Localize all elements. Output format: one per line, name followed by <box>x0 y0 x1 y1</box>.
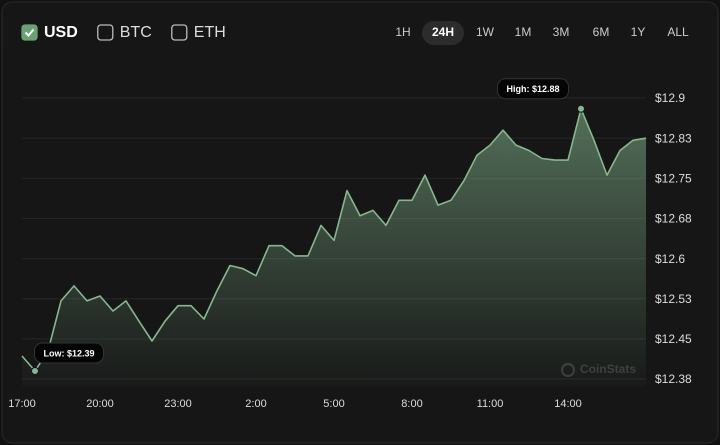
range-button[interactable]: 1Y <box>631 25 646 39</box>
annotation-label: High: $12.88 <box>506 84 559 94</box>
y-tick-label: $12.75 <box>655 171 692 185</box>
x-tick-label: 11:00 <box>477 398 504 410</box>
y-tick-label: $12.6 <box>655 252 685 266</box>
annotation-point <box>577 104 585 113</box>
checkbox[interactable] <box>97 24 114 41</box>
annotation-point <box>31 366 39 375</box>
range-button[interactable]: 1W <box>476 25 495 39</box>
checkbox[interactable] <box>171 24 188 41</box>
checkbox[interactable] <box>21 24 38 41</box>
currency-label[interactable]: USD <box>44 24 78 41</box>
x-tick-label: 5:00 <box>323 398 344 410</box>
range-button[interactable]: 24H <box>432 25 454 39</box>
check-mark <box>24 28 35 37</box>
range-button[interactable]: ALL <box>667 25 689 39</box>
y-tick-label: $12.9 <box>655 91 685 105</box>
area-fill <box>22 108 646 388</box>
y-tick-label: $12.83 <box>655 131 692 145</box>
range-button[interactable]: 1H <box>395 25 410 39</box>
annotation-box <box>33 342 105 364</box>
y-tick-label: $12.68 <box>655 212 692 226</box>
x-tick-label: 2:00 <box>245 398 266 410</box>
range-selected-bg <box>422 21 464 45</box>
annotation-label: Low: $12.39 <box>43 348 94 358</box>
y-tick-label: $12.38 <box>655 372 692 386</box>
currency-label[interactable]: ETH <box>194 24 226 41</box>
annotation-box <box>496 78 570 100</box>
currency-label[interactable]: BTC <box>120 24 152 41</box>
x-tick-label: 20:00 <box>86 398 114 410</box>
y-tick-label: $12.53 <box>655 292 692 306</box>
x-tick-label: 17:00 <box>8 398 36 410</box>
range-button[interactable]: 1M <box>515 25 532 39</box>
x-tick-label: 23:00 <box>164 398 192 410</box>
range-button[interactable]: 6M <box>593 25 610 39</box>
y-tick-label: $12.45 <box>655 332 692 346</box>
range-button[interactable]: 3M <box>553 25 570 39</box>
price-line <box>21 108 647 372</box>
x-tick-label: 14:00 <box>554 398 582 410</box>
x-tick-label: 8:00 <box>401 398 422 410</box>
